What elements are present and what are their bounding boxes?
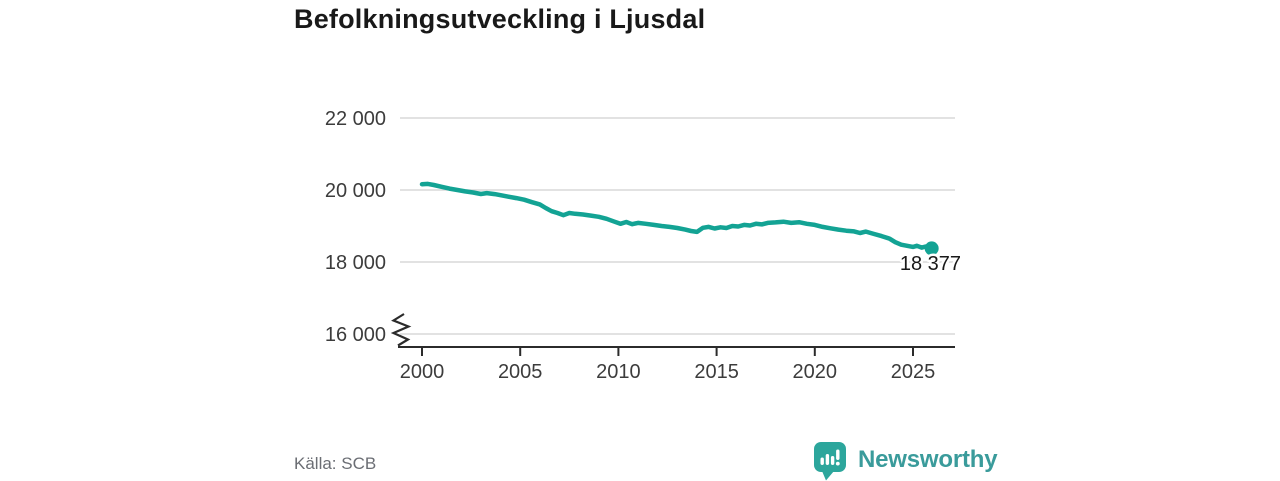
x-axis-tick-label: 2015 (694, 361, 739, 383)
y-axis-tick-label: 16 000 (325, 324, 386, 346)
source-note: Källa: SCB (294, 454, 377, 473)
y-axis-tick-label: 22 000 (325, 108, 386, 130)
x-axis-tick-label: 2000 (400, 361, 445, 383)
newsworthy-logo: Newsworthy (813, 441, 998, 481)
x-axis-tick-label: 2005 (498, 361, 543, 383)
y-axis-tick-label: 18 000 (325, 252, 386, 274)
endpoint-value-label: 18 377 (900, 253, 961, 275)
chart-title: Befolkningsutveckling i Ljusdal (294, 4, 706, 34)
series-endpoint-dot (924, 241, 939, 256)
x-axis-tick-label: 2020 (793, 361, 838, 383)
population-series-line (419, 181, 934, 251)
x-axis-tick-label: 2025 (891, 361, 936, 383)
newsworthy-speech-bubble-chart-icon (814, 442, 846, 481)
newsworthy-wordmark: Newsworthy (858, 446, 998, 473)
x-axis-tick-label: 2010 (596, 361, 641, 383)
y-axis-tick-label: 20 000 (325, 180, 386, 202)
y-axis-break-icon (390, 313, 412, 347)
